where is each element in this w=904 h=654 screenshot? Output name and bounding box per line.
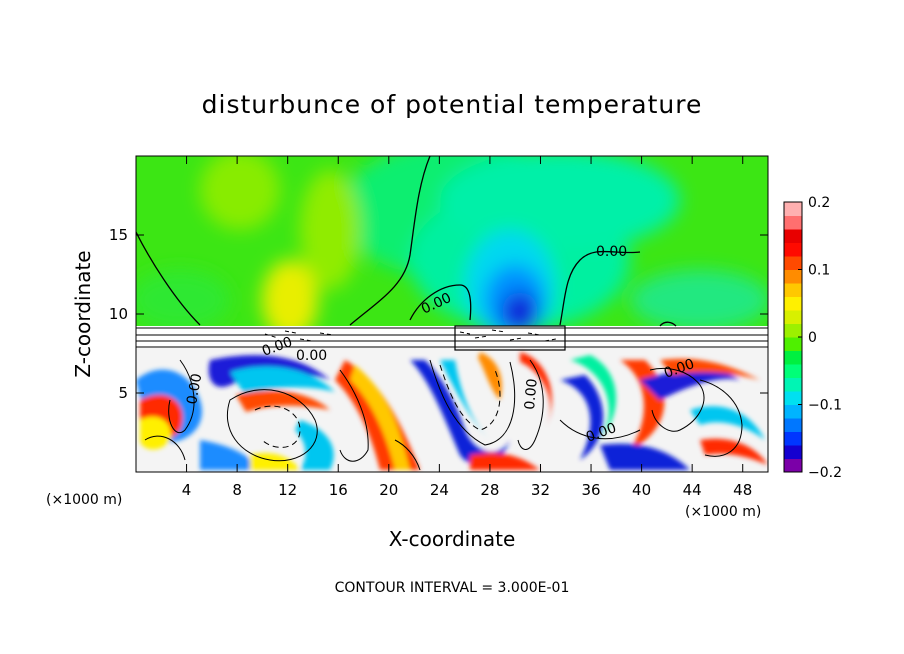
x-tick-label: 44 [683,481,702,499]
contour-interval-note: CONTOUR INTERVAL = 3.000E-01 [335,580,570,596]
colorbar-swatch [784,269,802,284]
colorbar-swatch [784,296,802,311]
stable-layer-band [136,326,768,348]
y-axis: 5 10 15 [109,226,768,402]
contour-line [226,389,318,462]
contour-label: 0.00 [296,348,327,364]
colorbar-swatch [784,431,802,446]
contour-line [649,367,705,432]
contour-label: 0.00 [522,378,541,410]
x-tick-label: 28 [480,481,499,499]
contour-line [254,405,301,448]
contour-line [409,284,472,321]
contour-line [349,156,431,326]
plot-area [136,156,768,472]
x-tick-label: 48 [733,481,752,499]
z-unit-label: (×1000 m) [46,492,122,508]
contour-line [136,231,201,326]
x-tick-label: 24 [430,481,449,499]
contour-line [394,439,421,471]
x-axis: 4 8 12 16 20 24 28 32 36 40 44 48 [182,156,752,499]
colorbar-swatch [784,445,802,459]
colorbar-swatch [784,310,802,324]
colorbar-swatch [784,458,802,473]
contour-line [559,250,641,326]
colorbar-tick-label: 0.1 [808,263,830,279]
colorbar-swatch [784,323,802,338]
x-tick-label: 20 [379,481,398,499]
chart-title: disturbunce of potential temperature [202,90,703,119]
colorbar: 0.2 0.1 0 −0.1 −0.2 [783,195,842,481]
colorbar-swatch [784,418,802,432]
colorbar-swatch [784,337,802,351]
colorbar-swatch [784,256,802,270]
y-tick-label: 15 [109,226,128,244]
band-block [454,325,566,351]
colorbar-swatch [784,350,802,365]
contour-line [144,435,186,461]
contour-line [559,419,641,440]
contour-line [168,359,195,433]
colorbar-swatch [784,377,802,392]
x-tick-label: 36 [581,481,600,499]
colorbar-swatch [784,215,802,230]
colorbar-swatch [784,283,802,297]
colorbar-tick-label: −0.2 [808,465,842,481]
colorbar-swatch [784,229,802,243]
colorbar-tick-label: 0.2 [808,195,830,211]
x-tick-label: 32 [531,481,550,499]
colorbar-tick-label: −0.1 [808,398,842,414]
colorbar-swatch [784,242,802,257]
x-axis-label: X-coordinate [389,527,516,551]
band-contour [136,327,768,348]
contour-line [429,359,516,446]
colorbar-swatch [784,391,802,405]
y-axis-label: Z-coordinate [71,250,95,377]
x-tick-label: 12 [278,481,297,499]
x-unit-label: (×1000 m) [685,504,761,520]
contour-line [699,379,743,457]
x-tick-label: 40 [632,481,651,499]
x-tick-label: 4 [182,481,192,499]
contour-line [659,321,677,327]
colorbar-swatch [784,364,802,378]
y-tick-label: 10 [109,305,128,323]
colorbar-swatch [784,404,802,419]
x-tick-label: 8 [232,481,242,499]
y-tick-label: 5 [118,384,128,402]
contour-line [339,369,369,462]
contour-line [517,359,544,450]
contour-label: 0.00 [184,372,205,405]
contour-line [439,364,501,431]
colorbar-swatch [784,202,802,216]
colorbar-tick-label: 0 [808,330,817,346]
x-tick-label: 16 [329,481,348,499]
upper-field [136,156,768,340]
contour-label: 0.00 [596,244,627,260]
